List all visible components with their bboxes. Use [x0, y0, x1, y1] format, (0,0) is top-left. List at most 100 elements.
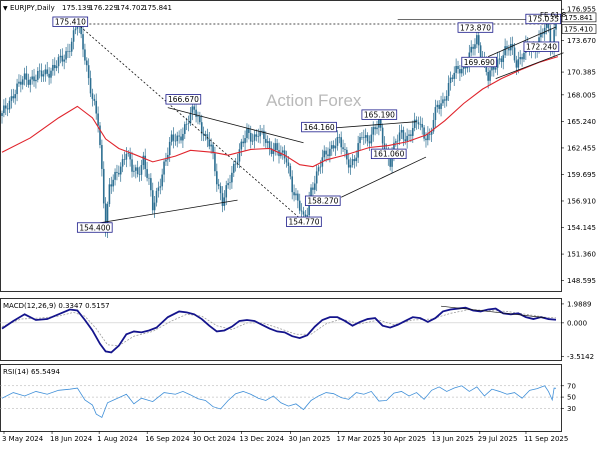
candle-body — [216, 171, 218, 185]
candle-body — [65, 51, 67, 60]
candle-body — [291, 176, 293, 193]
candle-body — [146, 169, 148, 178]
candle-body — [244, 138, 246, 144]
candle-body — [18, 81, 20, 84]
candle-body — [402, 129, 405, 140]
candle-body — [129, 153, 131, 160]
candle-body — [308, 198, 310, 216]
candle-body — [472, 46, 474, 49]
candle-body — [351, 159, 354, 166]
x-tick-label: 29 Jul 2025 — [478, 435, 518, 443]
candle-body — [1, 113, 3, 116]
candle-body — [549, 28, 552, 49]
candle-body — [393, 142, 395, 155]
ohlc-high: 176.229 — [89, 4, 118, 12]
price-ytick-label: 162.455 — [567, 144, 596, 152]
candle-body — [253, 134, 256, 141]
candle-body — [202, 133, 205, 136]
candle-body — [540, 32, 542, 38]
candle-body — [31, 76, 33, 80]
candle-body — [396, 140, 399, 142]
candle-body — [413, 119, 416, 128]
candle-body — [89, 78, 92, 94]
price-label: 164.160 — [304, 123, 335, 132]
candle-body — [221, 193, 224, 206]
candle-body — [155, 190, 158, 203]
candle-body — [134, 167, 137, 171]
candle-body — [116, 171, 118, 173]
candle-body — [69, 51, 71, 52]
candle-body — [455, 65, 457, 73]
candle-body — [353, 159, 356, 162]
price-ytick-label: 176.955 — [567, 6, 596, 14]
candle-body — [293, 192, 295, 196]
candle-body — [415, 119, 418, 123]
rsi-line — [1, 385, 557, 419]
macd-line — [1, 306, 557, 354]
candle-body — [285, 158, 288, 163]
candle-body — [315, 171, 318, 184]
candle-body — [334, 145, 337, 149]
ohlc-low: 174.702 — [116, 4, 145, 12]
candle-body — [63, 59, 65, 62]
price-label: 175.035 — [528, 15, 559, 24]
candle-body — [232, 163, 235, 173]
candle-body — [119, 166, 122, 175]
candle-body — [268, 141, 271, 149]
candle-body — [295, 193, 297, 196]
candle-body — [70, 41, 73, 52]
candle-body — [368, 141, 371, 144]
candle-body — [406, 135, 408, 141]
price-ytick-label: 170.385 — [567, 69, 596, 77]
candle-body — [494, 67, 497, 70]
candle-body — [336, 137, 339, 146]
candle-body — [170, 134, 173, 142]
candle-body — [417, 122, 420, 125]
candle-body — [210, 144, 212, 147]
candle-body — [118, 172, 120, 175]
candle-body — [97, 113, 99, 126]
candle-body — [355, 157, 358, 162]
candle-body — [312, 187, 314, 190]
candle-body — [449, 77, 452, 84]
candle-body — [545, 22, 548, 28]
candle-body — [430, 131, 433, 135]
candle-body — [123, 159, 126, 160]
candle-body — [314, 183, 316, 190]
candle-body — [555, 23, 557, 30]
price-label-box — [525, 13, 562, 25]
candle-body — [287, 162, 290, 166]
candle-body — [16, 83, 18, 95]
candle-body — [178, 135, 180, 137]
candle-body — [185, 123, 188, 125]
candle-body — [20, 81, 22, 85]
candle-body — [425, 138, 427, 141]
candle-body — [172, 134, 175, 141]
candle-body — [421, 123, 424, 128]
candle-body — [131, 159, 133, 172]
ohlc-close: 175.841 — [143, 4, 172, 12]
candle-body — [84, 49, 86, 61]
candle-body — [204, 134, 207, 136]
candle-body — [476, 35, 478, 45]
price-panel — [0, 0, 562, 292]
price-label-box — [461, 56, 497, 68]
candle-body — [112, 179, 114, 187]
candle-body — [255, 134, 258, 137]
candle-body — [144, 155, 147, 170]
candle-body — [21, 79, 24, 85]
x-tick-label: 13 Dec 2024 — [239, 435, 284, 443]
candle-body — [101, 145, 103, 169]
candle-body — [361, 136, 363, 138]
price-ytick-label: 173.670 — [567, 37, 596, 45]
price-label: 169.690 — [464, 58, 495, 67]
candle-body — [427, 133, 429, 141]
candle-body — [82, 34, 84, 50]
candle-body — [543, 27, 546, 35]
trendline — [341, 156, 427, 198]
candle-body — [238, 149, 241, 162]
candle-body — [289, 165, 292, 177]
x-tick-label: 30 Jan 2025 — [288, 435, 330, 443]
candle-body — [4, 105, 7, 109]
